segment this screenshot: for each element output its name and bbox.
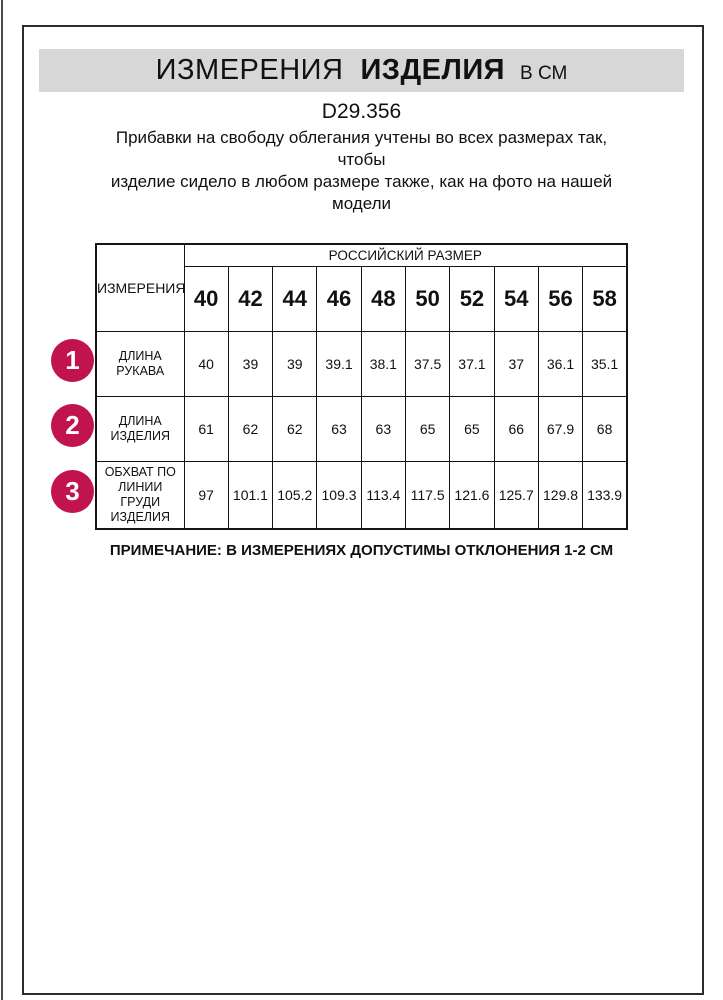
value-cell: 39 — [227, 331, 274, 397]
size-cell: 44 — [272, 266, 318, 332]
value-cell: 121.6 — [449, 461, 495, 529]
value-cell: 63 — [360, 396, 406, 462]
table-row-chest-girth: ОБХВАТ ПО ЛИНИИ ГРУДИ ИЗДЕЛИЯ 97 101.1 1… — [95, 461, 628, 529]
description: Прибавки на свободу облегания учтены во … — [90, 127, 633, 215]
value-cell: 39 — [272, 331, 318, 397]
size-cell: 40 — [183, 266, 229, 332]
value-cell: 66 — [493, 396, 539, 462]
value-cell: 37.5 — [404, 331, 451, 397]
row-label: ДЛИНА ИЗДЕЛИЯ — [95, 396, 185, 462]
value-cell: 125.7 — [493, 461, 539, 529]
size-cell: 58 — [582, 266, 628, 332]
value-cell: 97 — [183, 461, 229, 529]
size-cell: 48 — [360, 266, 406, 332]
value-cell: 133.9 — [582, 461, 628, 529]
size-cell: 50 — [404, 266, 451, 332]
corner-header: ИЗМЕРЕНИЯ — [95, 243, 185, 332]
size-cell: 42 — [227, 266, 274, 332]
row-number-badge-2: 2 — [51, 404, 94, 447]
value-cell: 65 — [404, 396, 451, 462]
sizes-row: 40 42 44 46 48 50 52 54 56 58 — [96, 266, 628, 332]
row-number-badge-3: 3 — [51, 470, 94, 513]
row-number-badge-1: 1 — [51, 339, 94, 382]
size-cell: 54 — [493, 266, 539, 332]
value-cell: 62 — [272, 396, 318, 462]
size-header-row: ИЗМЕРЕНИЯ РОССИЙСКИЙ РАЗМЕР — [95, 243, 628, 332]
size-cell: 46 — [316, 266, 362, 332]
value-cell: 101.1 — [227, 461, 274, 529]
value-cell: 63 — [316, 396, 362, 462]
tolerance-note: ПРИМЕЧАНИЕ: В ИЗМЕРЕНИЯХ ДОПУСТИМЫ ОТКЛО… — [109, 542, 614, 559]
table-row-sleeve-length: ДЛИНА РУКАВА 40 39 39 39.1 38.1 37.5 37.… — [95, 331, 628, 397]
title-product: ИЗДЕЛИЯ — [360, 54, 506, 86]
row-label: ДЛИНА РУКАВА — [95, 331, 185, 397]
value-cell: 37.1 — [449, 331, 495, 397]
value-cell: 39.1 — [316, 331, 362, 397]
value-cell: 113.4 — [360, 461, 406, 529]
value-cell: 61 — [183, 396, 229, 462]
description-line: модели — [332, 194, 391, 213]
description-line: изделие сидело в любом размере также, ка… — [110, 172, 613, 191]
size-cell: 52 — [449, 266, 495, 332]
title-measurements: ИЗМЕРЕНИЯ — [155, 54, 344, 86]
page-frame — [22, 25, 704, 995]
russian-size-header: РОССИЙСКИЙ РАЗМЕР — [183, 243, 628, 267]
table-row-product-length: ДЛИНА ИЗДЕЛИЯ 61 62 62 63 63 65 65 66 67… — [95, 396, 628, 462]
value-cell: 105.2 — [272, 461, 318, 529]
size-cell: 56 — [537, 266, 584, 332]
value-cell: 40 — [183, 331, 229, 397]
value-cell: 109.3 — [316, 461, 362, 529]
measurements-table: ИЗМЕРЕНИЯ РОССИЙСКИЙ РАЗМЕР 40 42 44 46 … — [95, 243, 628, 530]
title-units: В СМ — [520, 63, 568, 84]
value-cell: 35.1 — [582, 331, 628, 397]
value-cell: 37 — [493, 331, 539, 397]
value-cell: 117.5 — [404, 461, 451, 529]
value-cell: 129.8 — [537, 461, 584, 529]
value-cell: 38.1 — [360, 331, 406, 397]
value-cell: 67.9 — [537, 396, 584, 462]
value-cell: 36.1 — [537, 331, 584, 397]
value-cell: 65 — [449, 396, 495, 462]
value-cell: 62 — [227, 396, 274, 462]
value-cell: 68 — [582, 396, 628, 462]
article-code: D29.356 — [321, 100, 402, 123]
description-line: Прибавки на свободу облегания учтены во … — [115, 128, 608, 169]
page-edge-line — [1, 0, 3, 1000]
row-label: ОБХВАТ ПО ЛИНИИ ГРУДИ ИЗДЕЛИЯ — [95, 461, 185, 529]
title-banner: ИЗМЕРЕНИЯ ИЗДЕЛИЯ В СМ — [39, 49, 684, 92]
